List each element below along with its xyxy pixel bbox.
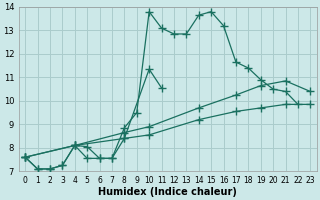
X-axis label: Humidex (Indice chaleur): Humidex (Indice chaleur) <box>98 187 237 197</box>
